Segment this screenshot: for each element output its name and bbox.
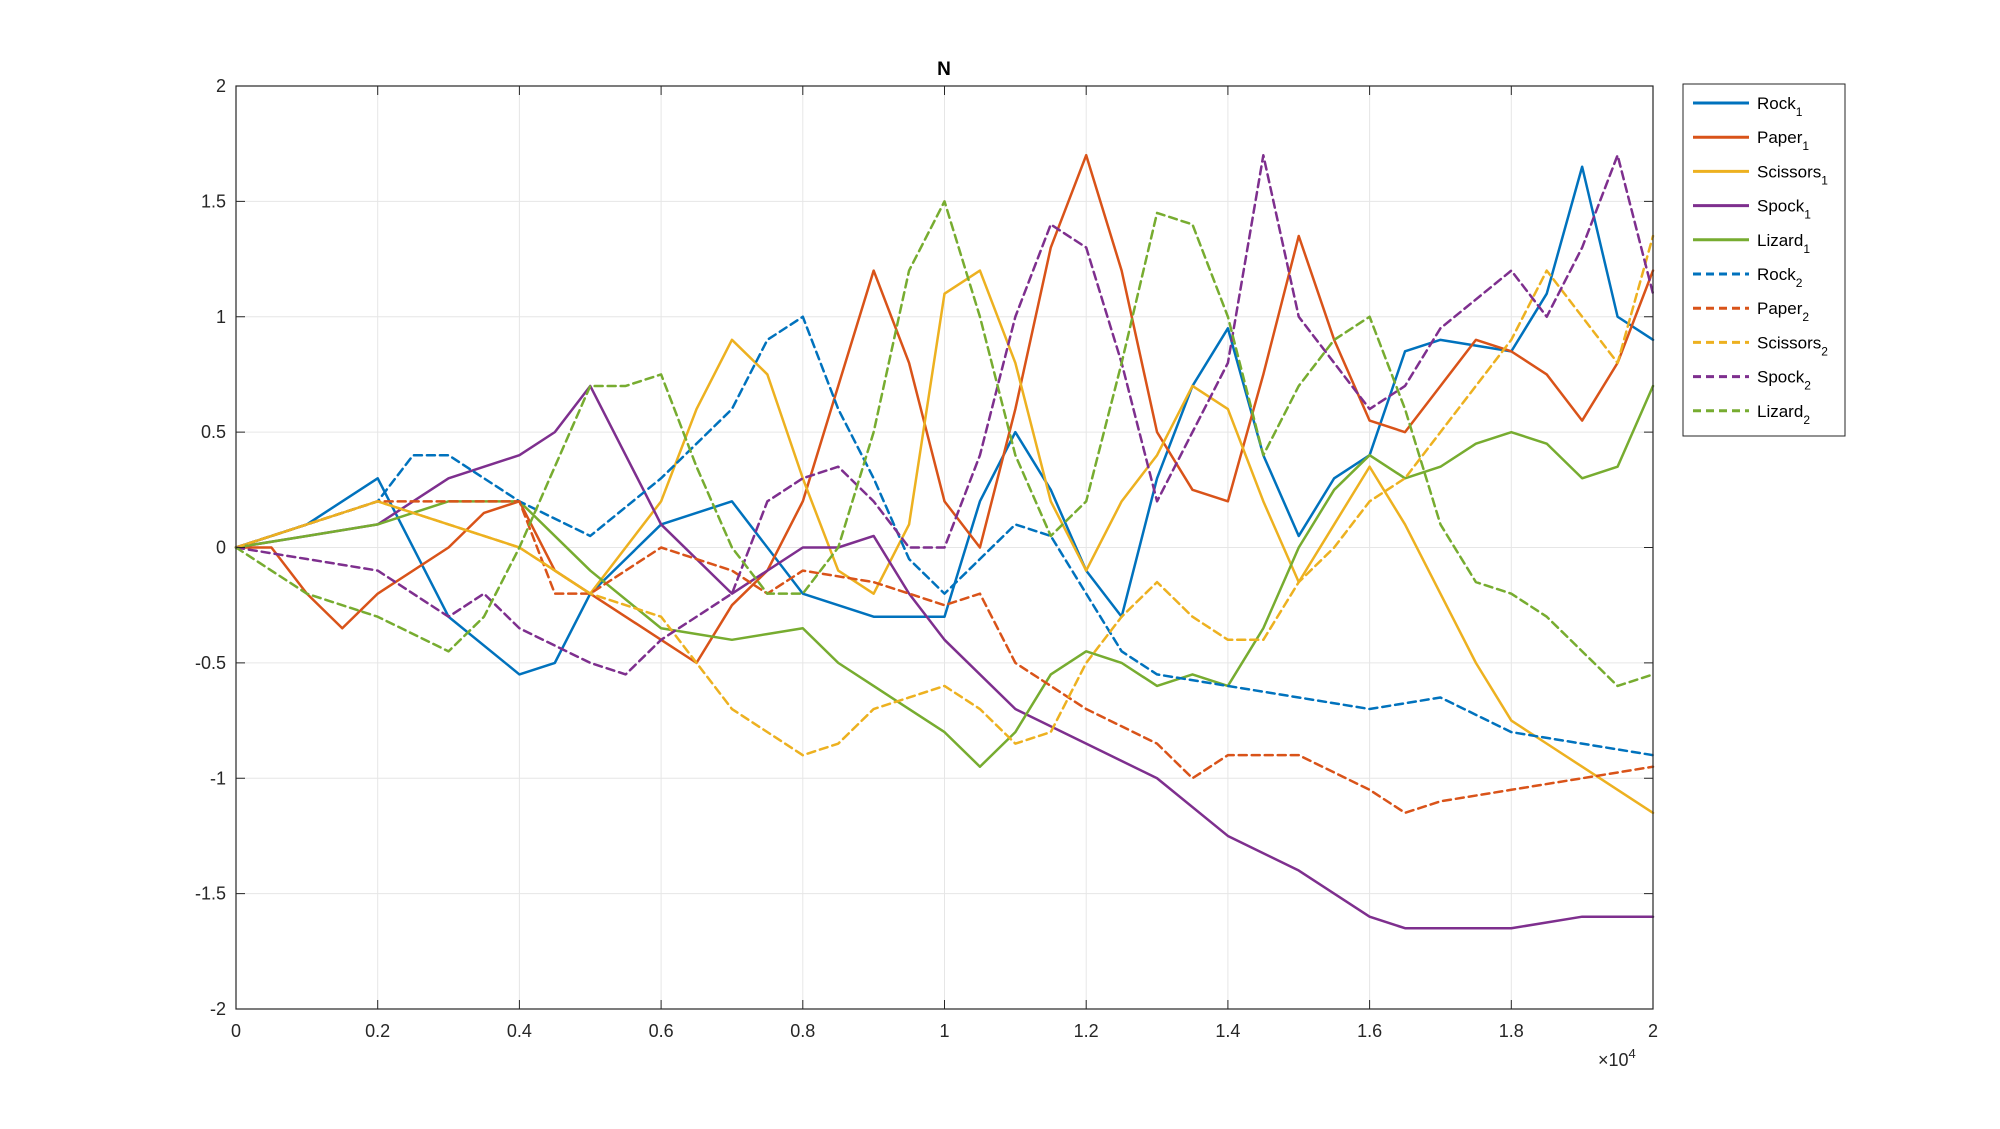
y-tick-label: -0.5: [195, 653, 226, 673]
x-tick-label: 0.4: [507, 1021, 532, 1041]
legend-label-lizard-2: Lizard2: [1757, 402, 1810, 427]
legend-label-rock-2: Rock2: [1757, 265, 1803, 290]
series-line-rock-1: [234, 165, 1655, 676]
y-tick-label: 1.5: [201, 191, 226, 211]
legend-label-rock-1: Rock1: [1757, 94, 1803, 119]
x-tick-label: 1.6: [1357, 1021, 1382, 1041]
legend-label-spock-1: Spock1: [1757, 197, 1811, 222]
series-line-scissors-2: [234, 234, 1655, 757]
legend-label-scissors-1: Scissors1: [1757, 162, 1828, 187]
legend-label-paper-2: Paper2: [1757, 299, 1809, 324]
y-tick-label: -2: [210, 999, 226, 1019]
series-line-spock-2: [234, 153, 1655, 676]
y-tick-label: 1: [216, 307, 226, 327]
series-line-lizard-2: [234, 200, 1655, 688]
series-lines: [234, 153, 1655, 930]
series-line-paper-2: [234, 500, 1655, 815]
legend-label-spock-2: Spock2: [1757, 368, 1811, 393]
x-tick-label: 1.4: [1215, 1021, 1240, 1041]
series-line-scissors-1: [234, 269, 1655, 815]
x-tick-label: 0.8: [790, 1021, 815, 1041]
x-tick-label: 1: [939, 1021, 949, 1041]
legend[interactable]: Rock1 Paper1 Scissors1 Spock1 Lizard1 Rock2 Pa…: [1682, 83, 1846, 437]
x-tick-label: 1.8: [1499, 1021, 1524, 1041]
series-line-rock-2: [234, 315, 1655, 757]
legend-label-scissors-2: Scissors2: [1757, 333, 1828, 358]
x-tick-label: 0.6: [649, 1021, 674, 1041]
series-line-spock-1: [234, 384, 1655, 930]
series-line-lizard-1: [234, 384, 1655, 768]
y-tick-label: -1.5: [195, 884, 226, 904]
chart-title: N: [937, 59, 951, 80]
x-exponent-label: ×104: [1598, 1046, 1636, 1070]
x-tick-label: 2: [1648, 1021, 1658, 1041]
y-tick-label: 2: [216, 76, 226, 96]
series-line-paper-1: [234, 153, 1655, 665]
x-tick-label: 0: [231, 1021, 241, 1041]
legend-label-paper-1: Paper1: [1757, 128, 1809, 153]
y-tick-label: 0.5: [201, 422, 226, 442]
legend-label-lizard-1: Lizard1: [1757, 231, 1810, 256]
axes: 0 0.2 0.4 0.6 0.8 1 1.2 1.4 1.6 1.8 2 2 1.5 1 0.5 0 -0.5…: [195, 76, 1658, 1070]
x-tick-label: 0.2: [365, 1021, 390, 1041]
y-tick-label: -1: [210, 768, 226, 788]
x-tick-label: 1.2: [1074, 1021, 1099, 1041]
y-tick-label: 0: [216, 538, 226, 558]
